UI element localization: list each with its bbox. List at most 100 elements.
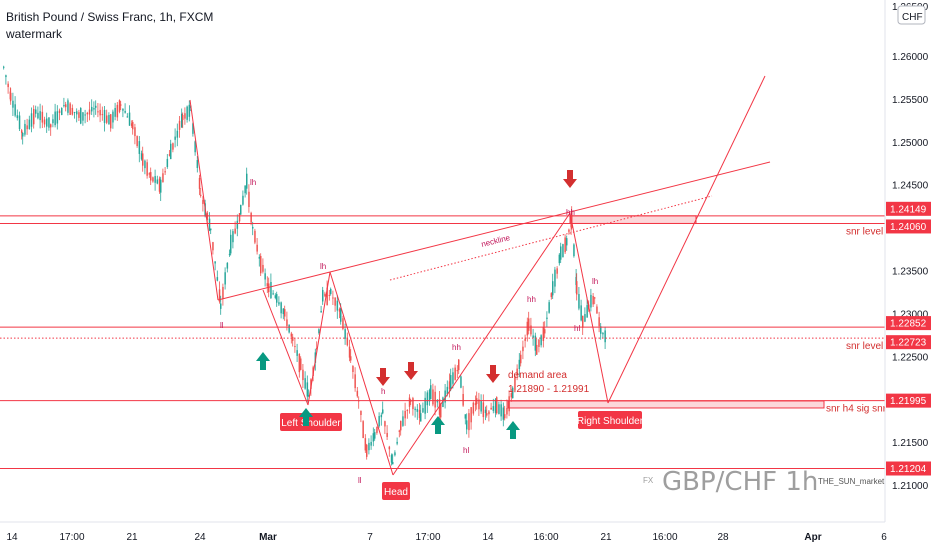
candle-body (372, 433, 375, 442)
candle-body (376, 426, 378, 433)
candle-body (390, 455, 393, 463)
arrow-down-icon (563, 170, 577, 188)
candle-body (7, 83, 9, 88)
chart-title: British Pound / Swiss Franc, 1h, FXCM (6, 10, 214, 24)
candle-body (322, 289, 324, 302)
candle-body (360, 410, 362, 416)
candle-body (388, 446, 391, 450)
level-label: snr h4 sig snr (826, 404, 887, 415)
author-label: THE_SUN_market (818, 477, 885, 486)
candle-body (346, 338, 349, 346)
annotations: lh lh ll h ll hh hl hh hh hl lh neckline demand area… (220, 170, 644, 500)
candle-body (386, 432, 388, 437)
candle-body (292, 336, 294, 341)
candle-body (168, 154, 171, 156)
candle-body (464, 414, 467, 419)
candle-body (398, 430, 401, 432)
candle-body (530, 325, 532, 335)
candle-body (568, 229, 570, 232)
candle-body (194, 141, 196, 153)
candle-body (35, 109, 37, 114)
candle-body (370, 441, 372, 446)
currency-label: CHF (902, 12, 923, 23)
candle-body (526, 321, 529, 336)
swing-label: hl (574, 324, 580, 333)
candle-body (538, 339, 540, 347)
candle-body (494, 399, 497, 413)
candle-body (344, 329, 346, 339)
candle-body (542, 327, 545, 342)
candle-body (272, 293, 274, 295)
price-tag: 1.24149 (890, 204, 927, 215)
candle-body (516, 368, 518, 376)
candle-body (554, 269, 556, 287)
candle-body (380, 414, 383, 418)
swing-label: ll (358, 476, 362, 485)
candle-body (496, 397, 498, 414)
candle-body (160, 179, 162, 193)
y-tick-label: 1.21000 (892, 481, 929, 492)
candle-body (508, 396, 510, 412)
candle-body (300, 358, 302, 370)
candle-body (99, 109, 101, 116)
right-shoulder-tag-bg (578, 411, 642, 429)
candle-body (598, 317, 600, 327)
candle-body (270, 281, 272, 299)
candle-body (304, 378, 306, 389)
pattern-line (217, 271, 331, 301)
candle-body (43, 119, 46, 125)
candle-body (184, 113, 186, 119)
candle-body (532, 335, 534, 338)
candle-body (126, 116, 129, 118)
candle-body (582, 315, 584, 328)
candle-body (324, 293, 326, 296)
pattern-line (262, 289, 309, 406)
candle-body (434, 391, 436, 408)
right-shoulder-tag: Right Shoulder (577, 416, 644, 427)
candle-body (362, 421, 364, 439)
candle-body (374, 432, 376, 439)
candle-body (108, 114, 110, 125)
swing-label: lh (592, 277, 598, 286)
x-tick-label: 21 (126, 532, 138, 543)
candle-body (486, 413, 488, 416)
candle-body (294, 346, 296, 348)
candle-body (166, 158, 169, 168)
pattern-line (329, 271, 394, 476)
candle-body (278, 302, 280, 305)
x-tick-label: 17:00 (59, 532, 84, 543)
candle-body (524, 338, 526, 341)
candle-body (406, 410, 409, 412)
candle-body (12, 100, 14, 108)
candle-body (50, 124, 52, 128)
snr-zone (569, 215, 697, 224)
neckline-dotted (389, 195, 713, 281)
candle-body (330, 288, 332, 295)
candle-body (214, 261, 216, 264)
candle-body (348, 346, 351, 358)
candle-body (302, 369, 304, 381)
candle-body (416, 408, 419, 412)
arrow-down-icon (376, 368, 390, 386)
candle-body (422, 408, 424, 413)
candle-body (186, 106, 188, 120)
candle-body (276, 294, 278, 303)
candle-body (336, 300, 339, 311)
candle-body (91, 106, 93, 112)
candle-body (28, 119, 31, 129)
candle-body (56, 111, 59, 124)
candle-body (566, 238, 568, 246)
candle-body (328, 294, 331, 296)
candle-body (482, 402, 485, 418)
currency-button[interactable] (897, 5, 926, 25)
y-axis-bg (885, 0, 932, 550)
candle-body (63, 105, 65, 107)
candle-body (144, 160, 146, 169)
candle-body (158, 178, 161, 192)
candle-body (95, 105, 97, 108)
candle-body (150, 172, 152, 181)
candle-body (394, 452, 396, 456)
candle-body (320, 310, 322, 313)
fx-label: FX (643, 476, 654, 485)
